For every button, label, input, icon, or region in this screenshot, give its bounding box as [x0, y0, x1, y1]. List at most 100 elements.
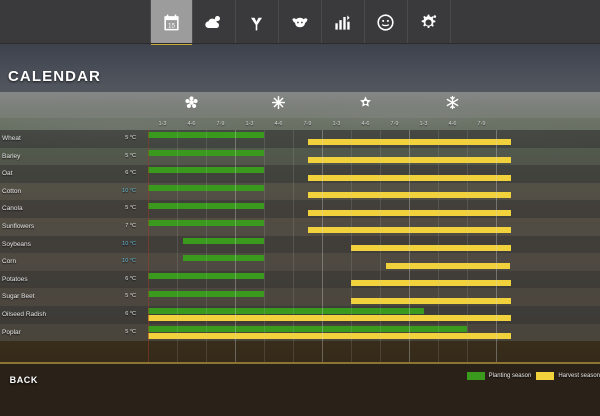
plant-season-bar: [182, 255, 264, 262]
back-button[interactable]: BACK: [9, 375, 38, 385]
crop-temperature: 5 °C: [125, 293, 136, 300]
harvest-season-bar: [307, 227, 511, 234]
crop-temperature: 7 °C: [125, 223, 136, 229]
month-label: 1-3: [332, 121, 341, 127]
grid-line: [409, 130, 410, 362]
season-icon-row: [0, 92, 600, 118]
grid-line: [380, 130, 381, 362]
legend-swatch-plant: [466, 372, 485, 380]
tab-weather[interactable]: [193, 0, 236, 44]
plant-season-bar: [148, 202, 264, 209]
tab-plants[interactable]: [236, 0, 279, 44]
table-row[interactable]: Corn 10 °C: [0, 253, 600, 271]
weather-cloud-sun-icon: [204, 13, 223, 32]
grid-line: [235, 130, 236, 362]
legend-swatch-harvest: [536, 372, 555, 380]
crop-name: Canola: [2, 205, 23, 213]
table-row[interactable]: Wheat 5 °C: [0, 130, 600, 148]
harvest-season-bar: [307, 156, 511, 163]
crop-temperature: 6 °C: [125, 170, 136, 177]
season-spring: [182, 95, 202, 115]
leaf-star-icon: [358, 95, 373, 115]
grid-line: [293, 130, 294, 362]
crop-name: Barley: [2, 152, 21, 160]
plant-season-bar: [148, 290, 264, 297]
page-header: CALENDAR: [0, 44, 600, 92]
month-label-row: 1-3 4-6 7-9 1-3 4-6 7-9 1-3 4-6 7-9 1-3 4-6 7-9: [0, 118, 600, 130]
svg-text:15: 15: [167, 22, 175, 29]
plant-season-bar: [148, 184, 264, 191]
plant-season-bar: [182, 237, 264, 244]
month-label: 4-6: [187, 121, 196, 127]
month-label: 7-9: [216, 121, 225, 127]
crop-name: Sunflowers: [2, 223, 35, 230]
harvest-season-bar: [351, 244, 511, 251]
table-row[interactable]: Oat 6 °C: [0, 165, 600, 183]
grid-line: [264, 130, 265, 362]
table-row[interactable]: Poplar 5 °C: [0, 323, 600, 342]
sun-flower-icon: [271, 95, 286, 115]
table-row[interactable]: Sugar Beet 5 °C: [0, 288, 600, 306]
crop-name: Oat: [2, 170, 13, 178]
table-row[interactable]: Sunflowers 7 °C: [0, 218, 600, 236]
tab-calendar[interactable]: 15: [149, 0, 193, 45]
table-row[interactable]: Cotton 10 °C: [0, 182, 600, 201]
crop-name: Sugar Beet: [2, 293, 35, 301]
grid-line: [206, 130, 207, 362]
crop-name: Corn: [2, 258, 17, 266]
tab-statistics[interactable]: [322, 0, 365, 44]
bar-chart-icon: [333, 13, 352, 32]
harvest-season-bar: [307, 192, 511, 199]
grid-line: [351, 130, 352, 362]
crop-temperature: 5 °C: [125, 152, 136, 159]
table-row[interactable]: Canola 5 °C: [0, 200, 600, 218]
crop-temperature: 6 °C: [125, 311, 136, 317]
plant-season-bar: [148, 167, 264, 174]
month-label: 4-6: [448, 121, 457, 127]
month-label: 7-9: [390, 121, 399, 127]
plant-season-bar: [148, 149, 264, 156]
top-tab-bar: 15: [0, 0, 600, 45]
month-label: 1-3: [245, 121, 254, 127]
legend-label: Harvest season: [558, 373, 600, 379]
crop-temperature: 10 °C: [122, 240, 136, 247]
crop-temperature: 6 °C: [125, 275, 136, 282]
player-face-icon: [376, 13, 395, 32]
harvest-season-bar: [385, 262, 511, 269]
month-label: 7-9: [303, 121, 312, 127]
month-label: 1-3: [419, 121, 428, 127]
crop-temperature: 10 °C: [122, 187, 136, 194]
plant-season-bar: [148, 220, 264, 227]
plant-season-bar: [148, 325, 467, 332]
cow-icon: [290, 13, 309, 32]
crop-temperature: 5 °C: [125, 135, 136, 141]
crop-name: Poplar: [2, 328, 21, 336]
crop-temperature: 5 °C: [125, 328, 136, 335]
season-summer: [269, 95, 289, 115]
crop-name: Soybeans: [2, 240, 31, 248]
legend-item: Planting season: [466, 372, 531, 380]
crop-calendar-grid: Wheat 5 °C Barley 5 °C Oat 6 °C Cotton 10 °C Can…: [0, 130, 600, 362]
bottom-bar: BACK Planting season Harvest season: [0, 362, 600, 416]
season-autumn: [356, 95, 376, 115]
grid-line: [177, 130, 178, 362]
tab-settings[interactable]: [408, 0, 451, 44]
tab-character[interactable]: [365, 0, 408, 44]
legend: Planting season Harvest season: [466, 370, 600, 382]
grid-line: [438, 130, 439, 362]
tab-animals[interactable]: [279, 0, 322, 44]
gear-icon: [419, 13, 438, 32]
harvest-season-bar: [307, 209, 511, 216]
crop-name: Oilseed Radish: [2, 311, 47, 318]
table-row[interactable]: Soybeans 10 °C: [0, 235, 600, 254]
grid-line: [467, 130, 468, 362]
crop-temperature: 10 °C: [122, 258, 136, 265]
table-row[interactable]: Oilseed Radish 6 °C: [0, 306, 600, 324]
table-row[interactable]: Barley 5 °C: [0, 147, 600, 166]
crop-name: Cotton: [2, 187, 22, 195]
month-label: 4-6: [274, 121, 283, 127]
plant-sprout-icon: [247, 13, 266, 32]
blossom-icon: [184, 95, 199, 115]
page-title: CALENDAR: [8, 68, 101, 85]
table-row[interactable]: Potatoes 6 °C: [0, 270, 600, 289]
